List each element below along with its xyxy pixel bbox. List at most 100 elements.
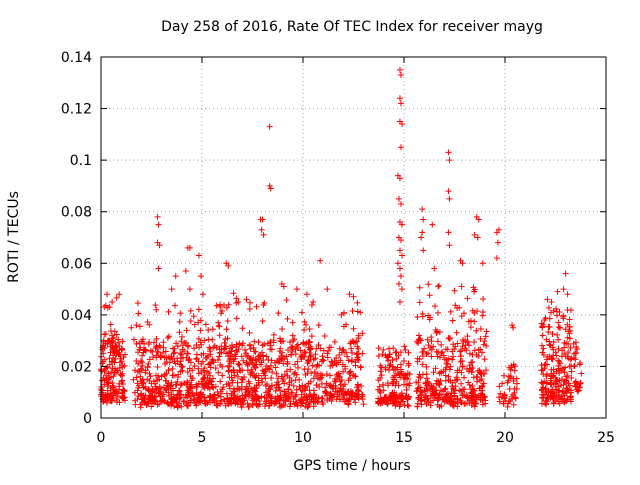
data-point	[504, 379, 511, 386]
data-point	[416, 371, 423, 378]
data-point	[245, 385, 252, 392]
data-point	[324, 350, 331, 357]
data-point	[144, 376, 151, 383]
data-point	[456, 304, 463, 311]
data-point	[393, 355, 400, 362]
data-point	[458, 380, 465, 387]
data-point	[341, 391, 348, 398]
data-point	[331, 378, 338, 385]
data-point	[305, 357, 312, 364]
data-point	[539, 386, 546, 393]
data-point	[539, 394, 546, 401]
data-point	[352, 399, 359, 406]
data-point	[197, 339, 204, 346]
data-point	[538, 362, 545, 369]
data-point	[285, 386, 292, 393]
data-point	[139, 362, 146, 369]
data-point	[450, 396, 457, 403]
data-point	[261, 300, 268, 307]
data-point	[350, 325, 357, 332]
data-point	[305, 402, 312, 409]
data-point	[479, 393, 486, 400]
data-point	[160, 349, 167, 356]
data-point	[541, 365, 548, 372]
data-point	[209, 357, 216, 364]
data-point	[210, 359, 217, 366]
data-point	[239, 397, 246, 404]
data-point	[334, 371, 341, 378]
data-point	[169, 365, 176, 372]
data-point	[457, 358, 464, 365]
data-point	[287, 366, 294, 373]
data-point	[418, 234, 425, 241]
data-point	[511, 385, 518, 392]
data-point	[463, 391, 470, 398]
data-point	[189, 375, 196, 382]
data-point	[497, 390, 504, 397]
data-point	[171, 345, 178, 352]
data-point	[292, 400, 299, 407]
data-point	[268, 346, 275, 353]
data-point	[174, 378, 181, 385]
data-point	[310, 387, 317, 394]
data-point	[178, 362, 185, 369]
data-point	[566, 316, 573, 323]
grid-lines	[101, 57, 606, 418]
data-point	[467, 324, 474, 331]
data-point	[215, 319, 222, 326]
data-point	[289, 343, 296, 350]
data-point	[566, 335, 573, 342]
data-point	[494, 239, 501, 246]
data-point	[269, 382, 276, 389]
data-point	[130, 376, 137, 383]
data-point	[568, 368, 575, 375]
data-point	[147, 373, 154, 380]
data-point	[301, 326, 308, 333]
data-point	[117, 355, 124, 362]
data-point	[384, 380, 391, 387]
data-point	[549, 330, 556, 337]
data-point	[156, 342, 163, 349]
data-point	[348, 345, 355, 352]
data-point	[325, 348, 332, 355]
data-point	[377, 389, 384, 396]
data-point	[495, 394, 502, 401]
data-point	[402, 392, 409, 399]
data-point	[209, 326, 216, 333]
data-point	[374, 398, 381, 405]
y-tick-label: 0.1	[70, 153, 92, 169]
data-point	[427, 392, 434, 399]
data-point	[416, 284, 423, 291]
data-point	[563, 385, 570, 392]
data-point	[419, 229, 426, 236]
data-point	[213, 302, 220, 309]
data-point	[360, 401, 367, 408]
data-point	[272, 387, 279, 394]
data-point	[555, 357, 562, 364]
data-point	[291, 336, 298, 343]
data-point	[212, 383, 219, 390]
data-point	[446, 195, 453, 202]
data-point	[320, 357, 327, 364]
data-point	[104, 394, 111, 401]
data-point	[187, 307, 194, 314]
data-point	[273, 384, 280, 391]
data-point	[319, 372, 326, 379]
data-point	[538, 342, 545, 349]
data-point	[554, 331, 561, 338]
data-point	[315, 322, 322, 329]
data-point	[136, 346, 143, 353]
data-point	[216, 323, 223, 330]
data-point	[434, 338, 441, 345]
data-point	[317, 371, 324, 378]
data-point	[176, 388, 183, 395]
data-point	[225, 362, 232, 369]
data-point	[140, 379, 147, 386]
data-point	[471, 231, 478, 238]
data-point	[195, 391, 202, 398]
data-point	[181, 339, 188, 346]
data-point	[423, 350, 430, 357]
data-point	[445, 334, 452, 341]
